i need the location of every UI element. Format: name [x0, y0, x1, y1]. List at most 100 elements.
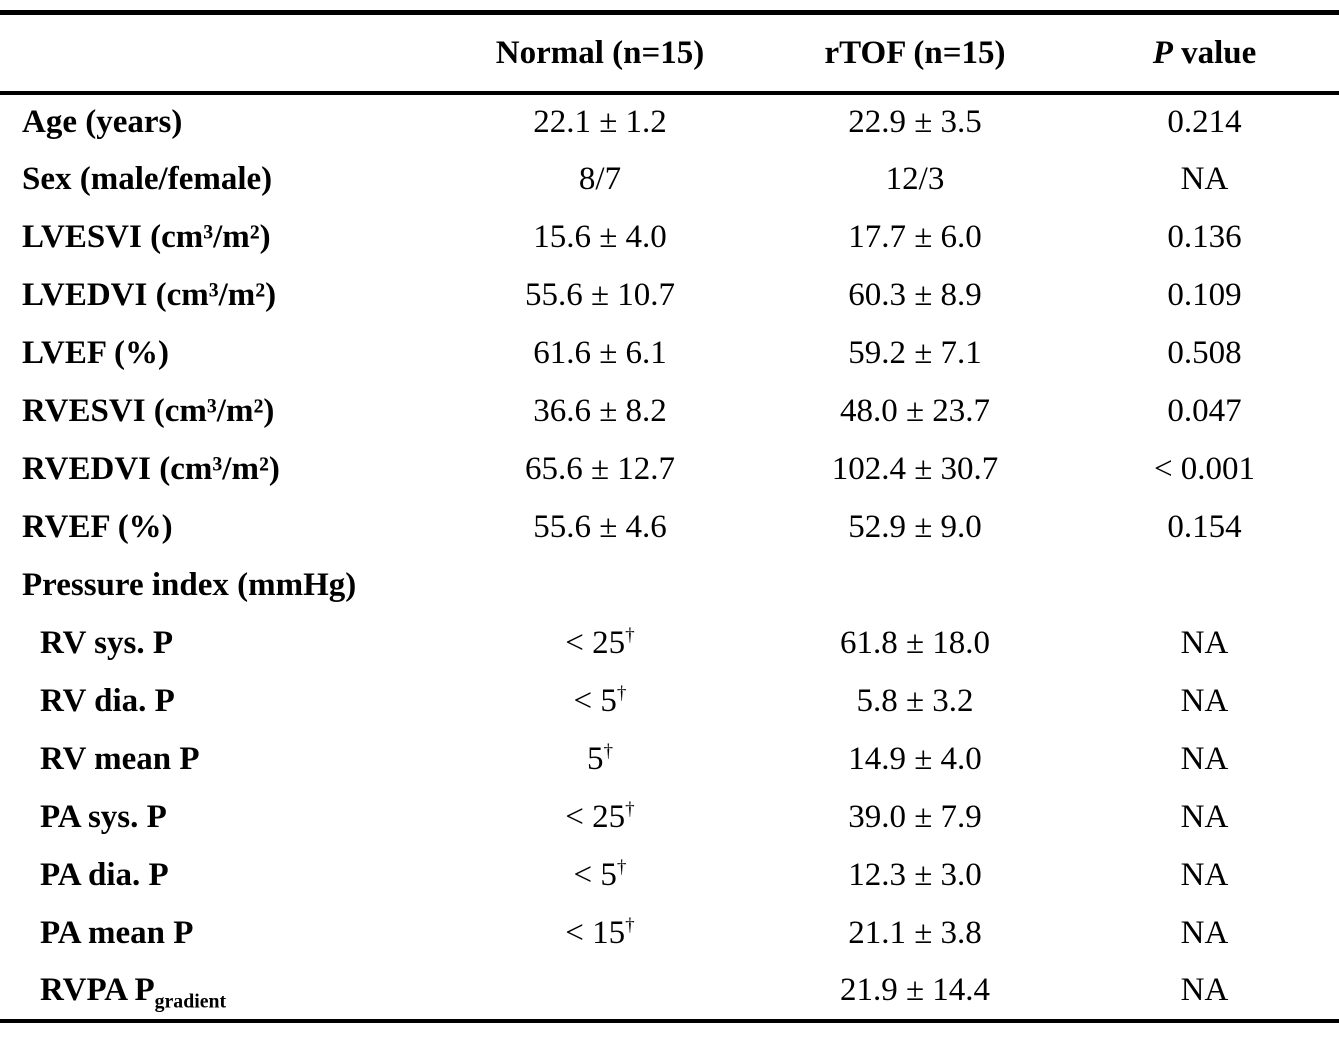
column-header-empty [0, 13, 440, 93]
row-label: PA dia. P [40, 857, 169, 894]
section-label: Pressure index (mmHg) [22, 567, 357, 604]
pvalue-italic-p: P [1152, 34, 1173, 71]
p-value: 0.154 [1167, 509, 1242, 546]
rtof-value: 17.7 ± 6.0 [848, 219, 982, 256]
row-label: LVEDVI (cm³/m²) [22, 277, 277, 314]
normal-value: 5† [440, 731, 760, 789]
row-label: RVEF (%) [22, 509, 173, 546]
row-label: Age (years) [22, 104, 183, 141]
p-value: NA [1180, 972, 1229, 1009]
p-value: 0.109 [1167, 277, 1242, 314]
column-header-rtof: rTOF (n=15) [824, 34, 1006, 71]
p-value: NA [1180, 161, 1229, 198]
normal-value-text: < 25 [565, 625, 626, 662]
normal-value [440, 963, 760, 1021]
normal-value: 61.6 ± 6.1 [533, 335, 667, 372]
table-row-pa-mean-p: PA mean P < 15† 21.1 ± 3.8 NA [0, 905, 1339, 963]
rtof-value [760, 557, 1070, 615]
p-value: NA [1180, 625, 1229, 662]
rtof-value: 12.3 ± 3.0 [848, 857, 982, 894]
normal-value-text: < 5 [573, 683, 617, 720]
normal-value: < 25† [440, 615, 760, 673]
dagger-mark: † [616, 857, 627, 879]
normal-value: < 15† [440, 905, 760, 963]
table-row-pa-dia-p: PA dia. P < 5† 12.3 ± 3.0 NA [0, 847, 1339, 905]
normal-value: 15.6 ± 4.0 [533, 219, 667, 256]
table-row-lvef: LVEF (%) 61.6 ± 6.1 59.2 ± 7.1 0.508 [0, 325, 1339, 383]
p-value: NA [1180, 741, 1229, 778]
p-value: < 0.001 [1153, 451, 1256, 488]
table-row-rvef: RVEF (%) 55.6 ± 4.6 52.9 ± 9.0 0.154 [0, 499, 1339, 557]
header-row: Normal (n=15) rTOF (n=15) P value [0, 13, 1339, 93]
table-row-sex: Sex (male/female) 8/7 12/3 NA [0, 151, 1339, 209]
rtof-value: 52.9 ± 9.0 [848, 509, 982, 546]
table-row-rvedvi: RVEDVI (cm³/m²) 65.6 ± 12.7 102.4 ± 30.7… [0, 441, 1339, 499]
table-row-rvpa-gradient: RVPA Pgradient 21.9 ± 14.4 NA [0, 963, 1339, 1021]
rtof-value: 61.8 ± 18.0 [839, 625, 991, 662]
dagger-mark: † [616, 683, 627, 705]
pvalue-rest: value [1172, 34, 1257, 71]
normal-value: < 25† [440, 789, 760, 847]
p-value: 0.214 [1167, 104, 1242, 141]
rtof-value: 12/3 [885, 161, 945, 198]
row-label: RV dia. P [40, 683, 175, 720]
normal-value: 55.6 ± 10.7 [524, 277, 676, 314]
row-label: PA mean P [40, 915, 194, 952]
normal-value: < 5† [440, 847, 760, 905]
rtof-value: 21.9 ± 14.4 [839, 972, 991, 1009]
normal-value: < 5† [440, 673, 760, 731]
row-label: RV sys. P [40, 625, 173, 662]
p-value: NA [1180, 683, 1229, 720]
normal-value: 65.6 ± 12.7 [524, 451, 676, 488]
rtof-value: 60.3 ± 8.9 [848, 277, 982, 314]
table-row-age: Age (years) 22.1 ± 1.2 22.9 ± 3.5 0.214 [0, 93, 1339, 151]
dagger-mark: † [625, 625, 635, 647]
p-value: NA [1180, 857, 1229, 894]
normal-value-text: 5 [586, 741, 604, 778]
rtof-value: 22.9 ± 3.5 [848, 104, 982, 141]
p-value: 0.508 [1167, 335, 1242, 372]
table-row-lvesvi: LVESVI (cm³/m²) 15.6 ± 4.0 17.7 ± 6.0 0.… [0, 209, 1339, 267]
table-row-rvesvi: RVESVI (cm³/m²) 36.6 ± 8.2 48.0 ± 23.7 0… [0, 383, 1339, 441]
row-label: LVEF (%) [22, 335, 169, 372]
p-value: NA [1180, 799, 1229, 836]
normal-value: 8/7 [578, 161, 622, 198]
normal-value-text: < 15 [565, 915, 626, 952]
dagger-mark: † [625, 799, 635, 821]
row-label-subscript: gradient [154, 990, 227, 1013]
dagger-mark: † [603, 741, 614, 763]
normal-value: 36.6 ± 8.2 [533, 393, 667, 430]
rtof-value: 21.1 ± 3.8 [848, 915, 982, 952]
p-value: 0.047 [1167, 393, 1242, 430]
table-row-rv-mean-p: RV mean P 5† 14.9 ± 4.0 NA [0, 731, 1339, 789]
rtof-value: 14.9 ± 4.0 [848, 741, 982, 778]
p-value: 0.136 [1167, 219, 1242, 256]
rtof-value: 102.4 ± 30.7 [831, 451, 999, 488]
table-row-lvedvi: LVEDVI (cm³/m²) 55.6 ± 10.7 60.3 ± 8.9 0… [0, 267, 1339, 325]
normal-value-text: < 5 [573, 857, 617, 894]
row-label: PA sys. P [40, 799, 167, 836]
normal-value: 22.1 ± 1.2 [533, 104, 667, 141]
normal-value [440, 557, 760, 615]
row-label: RVPA Pgradient [0, 963, 440, 1021]
rtof-value: 5.8 ± 3.2 [856, 683, 974, 720]
column-header-normal: Normal (n=15) [495, 34, 705, 71]
row-label: Sex (male/female) [22, 161, 273, 198]
table-row-rv-dia-p: RV dia. P < 5† 5.8 ± 3.2 NA [0, 673, 1339, 731]
row-label: RVESVI (cm³/m²) [22, 393, 275, 430]
rtof-value: 39.0 ± 7.9 [848, 799, 982, 836]
table-row-pressure-index-section: Pressure index (mmHg) [0, 557, 1339, 615]
normal-value: 55.6 ± 4.6 [533, 509, 667, 546]
column-header-pvalue: P value [1070, 13, 1339, 93]
rtof-value: 59.2 ± 7.1 [848, 335, 982, 372]
table-row-rv-sys-p: RV sys. P < 25† 61.8 ± 18.0 NA [0, 615, 1339, 673]
row-label-text: RVPA P [40, 972, 155, 1009]
dagger-mark: † [625, 915, 635, 937]
comparison-table: Normal (n=15) rTOF (n=15) P value Age (y… [0, 10, 1339, 1023]
row-label: RVEDVI (cm³/m²) [22, 451, 280, 488]
table-row-pa-sys-p: PA sys. P < 25† 39.0 ± 7.9 NA [0, 789, 1339, 847]
normal-value-text: < 25 [565, 799, 626, 836]
p-value [1070, 557, 1339, 615]
row-label: RV mean P [40, 741, 200, 778]
